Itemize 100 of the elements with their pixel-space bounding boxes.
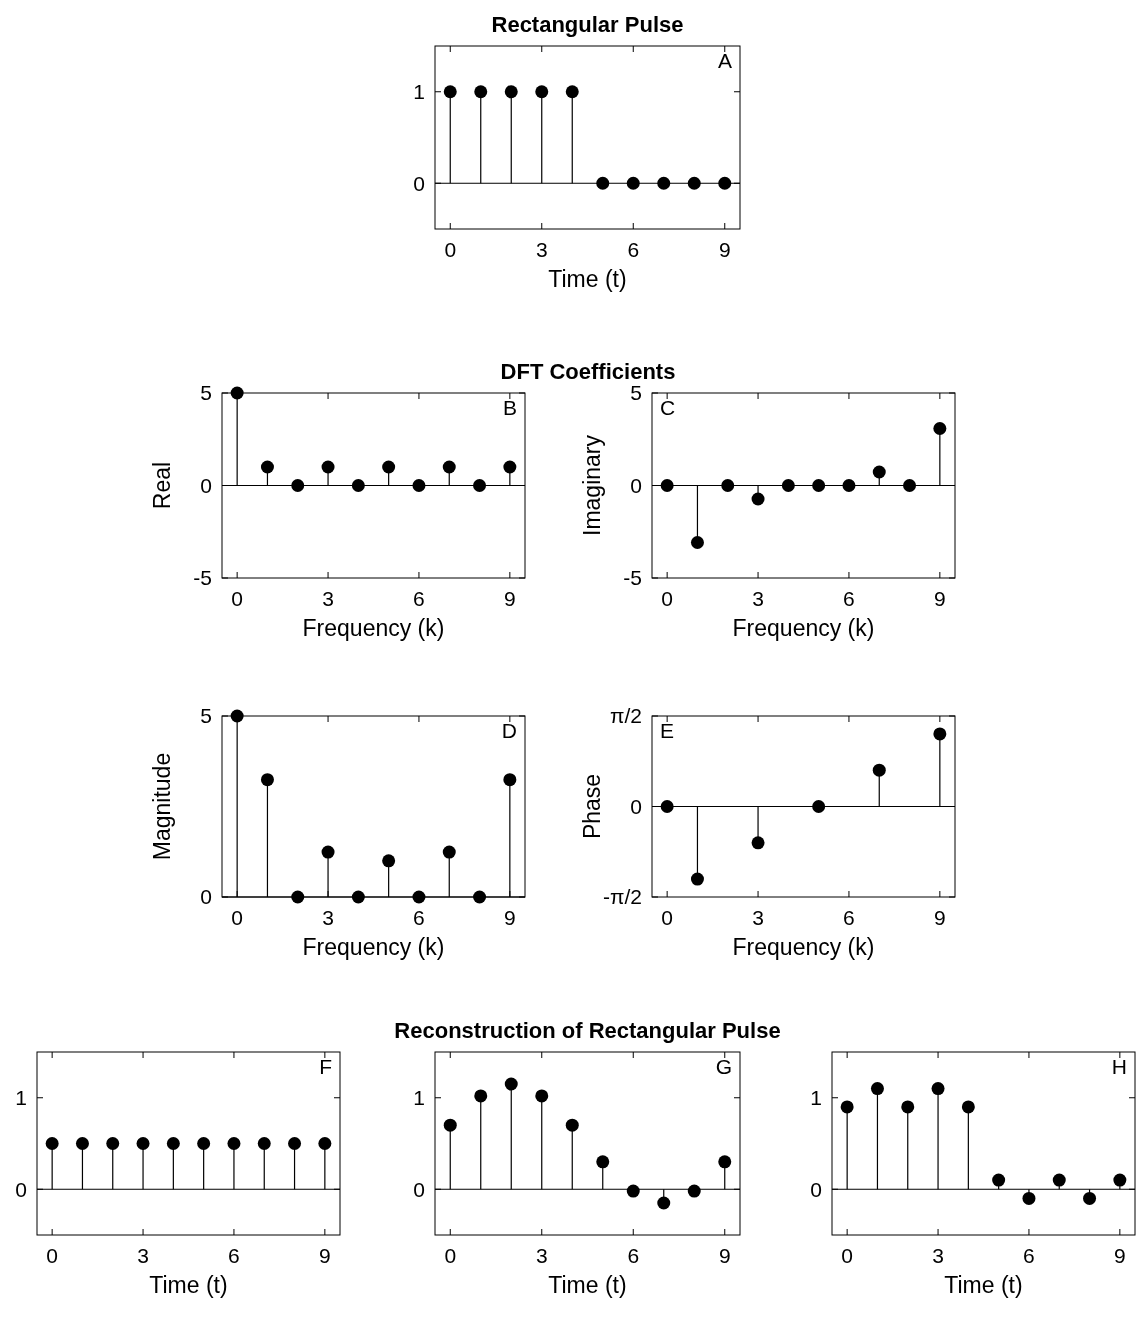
x-tick-label: 6 [627,1244,640,1267]
point [901,1100,915,1114]
x-tick-label: 6 [228,1244,240,1267]
point [1083,1191,1097,1205]
y-tick-label: 0 [200,885,212,909]
y-axis-title: Phase [579,773,605,840]
x-axis-title: Frequency (k) [302,615,445,641]
annotation: C [660,396,676,419]
point [687,1184,701,1198]
point [842,479,856,492]
x-tick-label: 3 [752,906,764,929]
point [503,460,517,474]
point [565,1118,579,1132]
point [870,1082,884,1096]
x-tick-label: 3 [932,1244,944,1267]
point [718,1155,732,1169]
point [751,492,765,506]
point [504,1077,518,1091]
point [660,479,674,492]
y-axis-title: Magnitude [149,752,175,861]
point [442,845,456,859]
y-tick-label: 5 [630,381,642,405]
y-tick-label: -π/2 [603,885,642,909]
x-tick-label: 3 [535,238,548,261]
point [351,479,365,492]
x-tick-label: 9 [934,906,946,929]
y-tick-label: 1 [15,1086,27,1110]
point [321,845,335,859]
x-tick-label: 0 [661,587,673,610]
x-tick-label: 3 [137,1244,149,1267]
x-tick-label: 0 [231,906,243,929]
x-tick-label: 9 [504,906,516,929]
y-tick-label: 1 [413,80,425,104]
annotation: H [1111,1055,1127,1078]
point [1022,1191,1036,1205]
point [690,872,704,886]
x-axis-title: Frequency (k) [302,934,445,960]
point [443,1118,457,1132]
x-axis-title: Frequency (k) [732,615,875,641]
x-tick-label: 6 [627,238,640,261]
point [535,1089,549,1103]
point [1052,1173,1066,1187]
x-tick-label: 9 [934,587,946,610]
x-tick-label: 6 [413,906,425,929]
point [321,460,335,474]
x-tick-label: 0 [444,1244,457,1267]
point [473,479,487,492]
x-axis-title: Frequency (k) [732,934,875,960]
y-axis-title: Real [149,461,175,510]
x-tick-label: 3 [535,1244,548,1267]
x-tick-label: 9 [319,1244,331,1267]
point [260,773,274,787]
x-tick-label: 9 [1114,1244,1126,1267]
point [812,800,826,813]
point [812,479,826,492]
annotation: B [502,396,517,419]
point [1113,1173,1127,1187]
x-tick-label: 6 [1023,1244,1035,1267]
x-tick-label: 3 [322,906,334,929]
y-tick-label: 1 [413,1086,425,1110]
point [412,479,426,492]
x-tick-label: 0 [46,1244,58,1267]
point [933,422,947,436]
point [503,773,517,787]
point [382,460,396,474]
y-tick-label: 0 [200,473,212,497]
text: DFT Coefficients [500,359,676,384]
x-axis-title: Time (t) [944,1272,1023,1298]
chart-title: Rectangular Pulse [491,12,684,37]
y-tick-label: 1 [810,1086,822,1110]
point [933,727,947,741]
x-tick-label: 3 [322,587,334,610]
x-tick-label: 9 [718,1244,731,1267]
annotation: G [715,1055,732,1078]
y-tick-label: -5 [623,566,642,590]
y-tick-label: 0 [630,794,642,818]
point [721,479,735,492]
x-tick-label: 6 [413,587,425,610]
y-tick-label: 0 [630,473,642,497]
x-tick-label: 6 [843,906,855,929]
point [992,1173,1006,1187]
y-axis-title: Imaginary [579,434,605,536]
point [690,535,704,549]
y-tick-label: -5 [193,566,212,590]
y-tick-label: π/2 [609,704,642,728]
point [657,1196,671,1210]
x-tick-label: 0 [661,906,673,929]
chart-title: Reconstruction of Rectangular Pulse [394,1018,781,1043]
point [961,1100,975,1114]
point [781,479,795,492]
point [751,836,765,850]
y-tick-label: 5 [200,381,212,405]
y-tick-label: 0 [413,1177,425,1201]
point [596,1155,610,1169]
y-tick-label: 0 [413,171,425,195]
point [931,1082,945,1096]
x-axis-title: Time (t) [548,1272,627,1298]
x-tick-label: 3 [752,587,764,610]
point [872,763,886,777]
point [442,460,456,474]
